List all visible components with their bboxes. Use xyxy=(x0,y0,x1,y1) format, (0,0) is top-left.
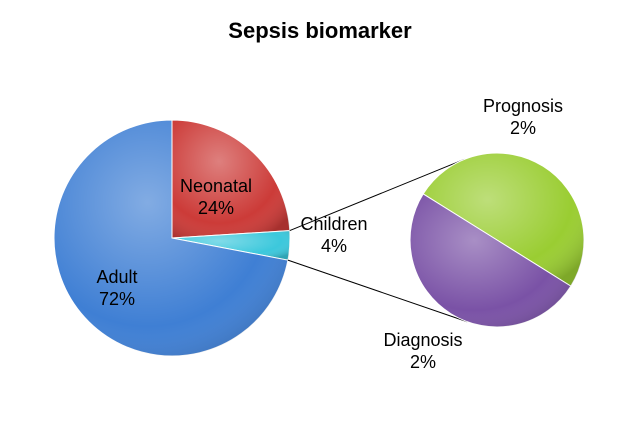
connector-line-top xyxy=(289,158,465,232)
data-label-children: Children 4% xyxy=(300,214,367,256)
connector-line-bottom xyxy=(287,259,468,323)
data-label-adult-category: Adult xyxy=(96,267,137,287)
data-labels: Neonatal 24%Children 4%Adult 72%Diagnosis 2%… xyxy=(96,96,563,372)
data-label-children-value: 4% xyxy=(321,236,347,256)
data-label-adult: Adult 72% xyxy=(96,267,137,309)
data-label-neonatal-category: Neonatal xyxy=(180,176,252,196)
connector-lines xyxy=(287,158,468,323)
chart-title: Sepsis biomarker xyxy=(228,18,412,43)
sub-slice-diagnosis-shading xyxy=(423,153,584,287)
data-label-prognosis: Prognosis 2% xyxy=(483,96,563,138)
data-label-adult-value: 72% xyxy=(99,289,135,309)
data-label-diagnosis-category: Diagnosis xyxy=(383,330,462,350)
data-label-diagnosis: Diagnosis 2% xyxy=(383,330,462,372)
data-label-neonatal-value: 24% xyxy=(198,198,234,218)
data-label-prognosis-category: Prognosis xyxy=(483,96,563,116)
sub-pie xyxy=(409,152,585,328)
data-label-prognosis-value: 2% xyxy=(510,118,536,138)
slice-children-shading xyxy=(172,230,290,261)
sub-slice-prognosis-shading xyxy=(410,193,571,327)
main-pie xyxy=(53,119,291,357)
slice-adult-shading xyxy=(53,120,288,356)
slice-neonatal-shading xyxy=(172,120,290,238)
data-label-neonatal: Neonatal 24% xyxy=(180,176,252,218)
data-label-children-category: Children xyxy=(300,214,367,234)
data-label-diagnosis-value: 2% xyxy=(410,352,436,372)
